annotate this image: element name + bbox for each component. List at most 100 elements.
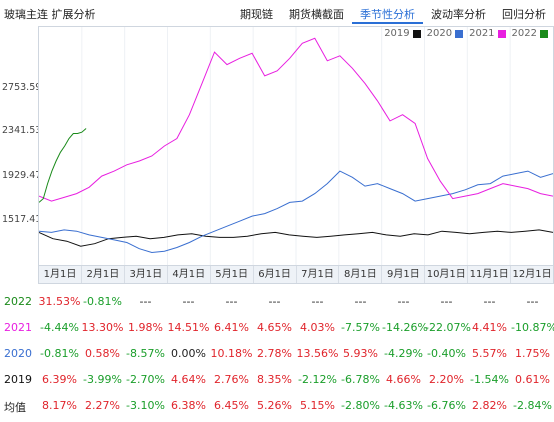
table-cell: 6.45% <box>214 399 249 412</box>
table-cell: -4.44% <box>40 321 79 334</box>
x-tick-label: 1月1日 <box>39 266 82 283</box>
legend-item-2019[interactable]: 2019 <box>384 28 421 39</box>
table-row: 2021 -4.44% 13.30% 1.98% 14.51% 6.41% 4.65% 4.0… <box>0 316 554 342</box>
legend-item-2022[interactable]: 2022 <box>512 28 548 39</box>
table-cell: -2.70% <box>126 373 165 386</box>
table-cell: --- <box>354 295 367 308</box>
row-label: 2022 <box>4 295 32 308</box>
legend-label: 2020 <box>426 28 453 39</box>
table-cell: 4.41% <box>472 321 507 334</box>
table-cell: 0.58% <box>85 347 120 360</box>
table-cell: -4.63% <box>384 399 423 412</box>
legend-swatch <box>412 29 421 38</box>
series-line-2022 <box>39 128 87 203</box>
table-cell: --- <box>182 295 195 308</box>
series-line-2020 <box>39 170 553 254</box>
table-row: 2020 -0.81% 0.58% -8.57% 0.00% 10.18% 2.78% 13.… <box>0 342 554 368</box>
table-cell: 2.27% <box>85 399 120 412</box>
legend-swatch <box>455 29 464 38</box>
table-cell: -3.99% <box>83 373 122 386</box>
table-cell: 1.98% <box>128 321 163 334</box>
table-row: 2022 31.53% -0.81% --- --- --- --- --- --- --- ---… <box>0 290 554 316</box>
table-cell: --- <box>139 295 152 308</box>
table-cell: --- <box>440 295 453 308</box>
table-cell: -0.81% <box>40 347 79 360</box>
x-tick-label: 6月1日 <box>254 266 297 283</box>
seasonal-chart-svg <box>39 27 553 265</box>
row-label: 均值 <box>4 401 26 414</box>
x-tick-label: 9月1日 <box>382 266 426 283</box>
table-cell: 8.35% <box>257 373 292 386</box>
table-cell: 2.82% <box>472 399 507 412</box>
legend-item-2021[interactable]: 2021 <box>469 28 506 39</box>
table-cell: -22.07% <box>425 321 471 334</box>
tab-regression-analysis[interactable]: 回归分析 <box>502 8 546 21</box>
table-cell: 13.56% <box>296 347 339 360</box>
table-cell: 14.51% <box>167 321 210 334</box>
legend-label: 2019 <box>384 28 410 39</box>
table-cell: --- <box>268 295 281 308</box>
table-cell: 0.00% <box>171 347 206 360</box>
seasonal-stats-table: 2022 31.53% -0.81% --- --- --- --- --- --- --- ---… <box>0 290 554 420</box>
x-tick-label: 12月1日 <box>512 269 552 280</box>
table-cell: 0.61% <box>515 373 550 386</box>
table-cell: 2.78% <box>257 347 292 360</box>
table-cell: -6.76% <box>427 399 466 412</box>
table-cell: --- <box>225 295 238 308</box>
table-cell: 1.75% <box>515 347 550 360</box>
table-cell: -1.54% <box>470 373 509 386</box>
table-cell: -2.80% <box>341 399 380 412</box>
table-cell: 4.03% <box>300 321 335 334</box>
x-tick-label: 10月1日 <box>425 266 469 283</box>
x-tick-label: 3月1日 <box>125 266 168 283</box>
table-cell: 6.38% <box>171 399 206 412</box>
table-cell: 13.30% <box>81 321 124 334</box>
tab-bar: 期现链 期货横截面 季节性分析 波动率分析 回归分析 <box>232 0 554 24</box>
table-cell: 2.20% <box>429 373 464 386</box>
table-cell: 4.65% <box>257 321 292 334</box>
chart-legend: 2019 2020 2021 2022 <box>378 28 548 39</box>
table-cell: -6.78% <box>341 373 380 386</box>
tab-futures-spot-chain[interactable]: 期现链 <box>240 8 273 21</box>
table-row: 均值 8.17% 2.27% -3.10% 6.38% 6.45% 5.26% 5.15% -2… <box>0 394 554 420</box>
tab-volatility-analysis[interactable]: 波动率分析 <box>431 8 486 21</box>
legend-label: 2021 <box>469 28 495 39</box>
table-cell: 8.17% <box>42 399 77 412</box>
x-axis: 1月1日 2月1日 3月1日 4月1日 5月1日 6月1日 7月1日 8月1日 … <box>38 266 554 284</box>
table-cell: -0.40% <box>427 347 466 360</box>
table-cell: -14.26% <box>382 321 428 334</box>
y-tick-label: 2753.59 <box>2 82 42 93</box>
legend-item-2020[interactable]: 2020 <box>426 28 464 39</box>
table-cell: 2.76% <box>214 373 249 386</box>
table-cell: --- <box>526 295 539 308</box>
table-row: 2019 6.39% -3.99% -2.70% 4.64% 2.76% 8.35% -2.1… <box>0 368 554 394</box>
table-cell: 5.93% <box>343 347 378 360</box>
table-cell: --- <box>397 295 410 308</box>
table-cell: -3.10% <box>126 399 165 412</box>
table-cell: 5.26% <box>257 399 292 412</box>
row-label: 2021 <box>4 321 32 334</box>
y-tick-label: 2341.53 <box>2 125 42 136</box>
table-cell: -10.87% <box>511 321 554 334</box>
row-label: 2019 <box>4 373 32 386</box>
table-cell: 6.39% <box>42 373 77 386</box>
table-cell: 31.53% <box>38 295 81 308</box>
table-cell: 4.66% <box>386 373 421 386</box>
legend-swatch <box>497 29 506 38</box>
series-line-2021 <box>39 37 553 202</box>
table-cell: -2.84% <box>513 399 552 412</box>
table-cell: -7.57% <box>341 321 380 334</box>
table-cell: -8.57% <box>126 347 165 360</box>
x-tick-label: 4月1日 <box>168 266 211 283</box>
table-cell: -2.12% <box>298 373 337 386</box>
tab-futures-cross-section[interactable]: 期货横截面 <box>289 8 344 21</box>
y-tick-label: 1517.41 <box>2 214 42 225</box>
table-cell: 5.57% <box>472 347 507 360</box>
tab-seasonal-analysis[interactable]: 季节性分析 <box>352 0 423 24</box>
x-tick-label: 5月1日 <box>211 266 254 283</box>
table-cell: -0.81% <box>83 295 122 308</box>
table-cell: 5.15% <box>300 399 335 412</box>
table-cell: --- <box>483 295 496 308</box>
y-tick-label: 1929.47 <box>2 170 42 181</box>
page-title: 玻璃主连 扩展分析 <box>4 8 96 21</box>
